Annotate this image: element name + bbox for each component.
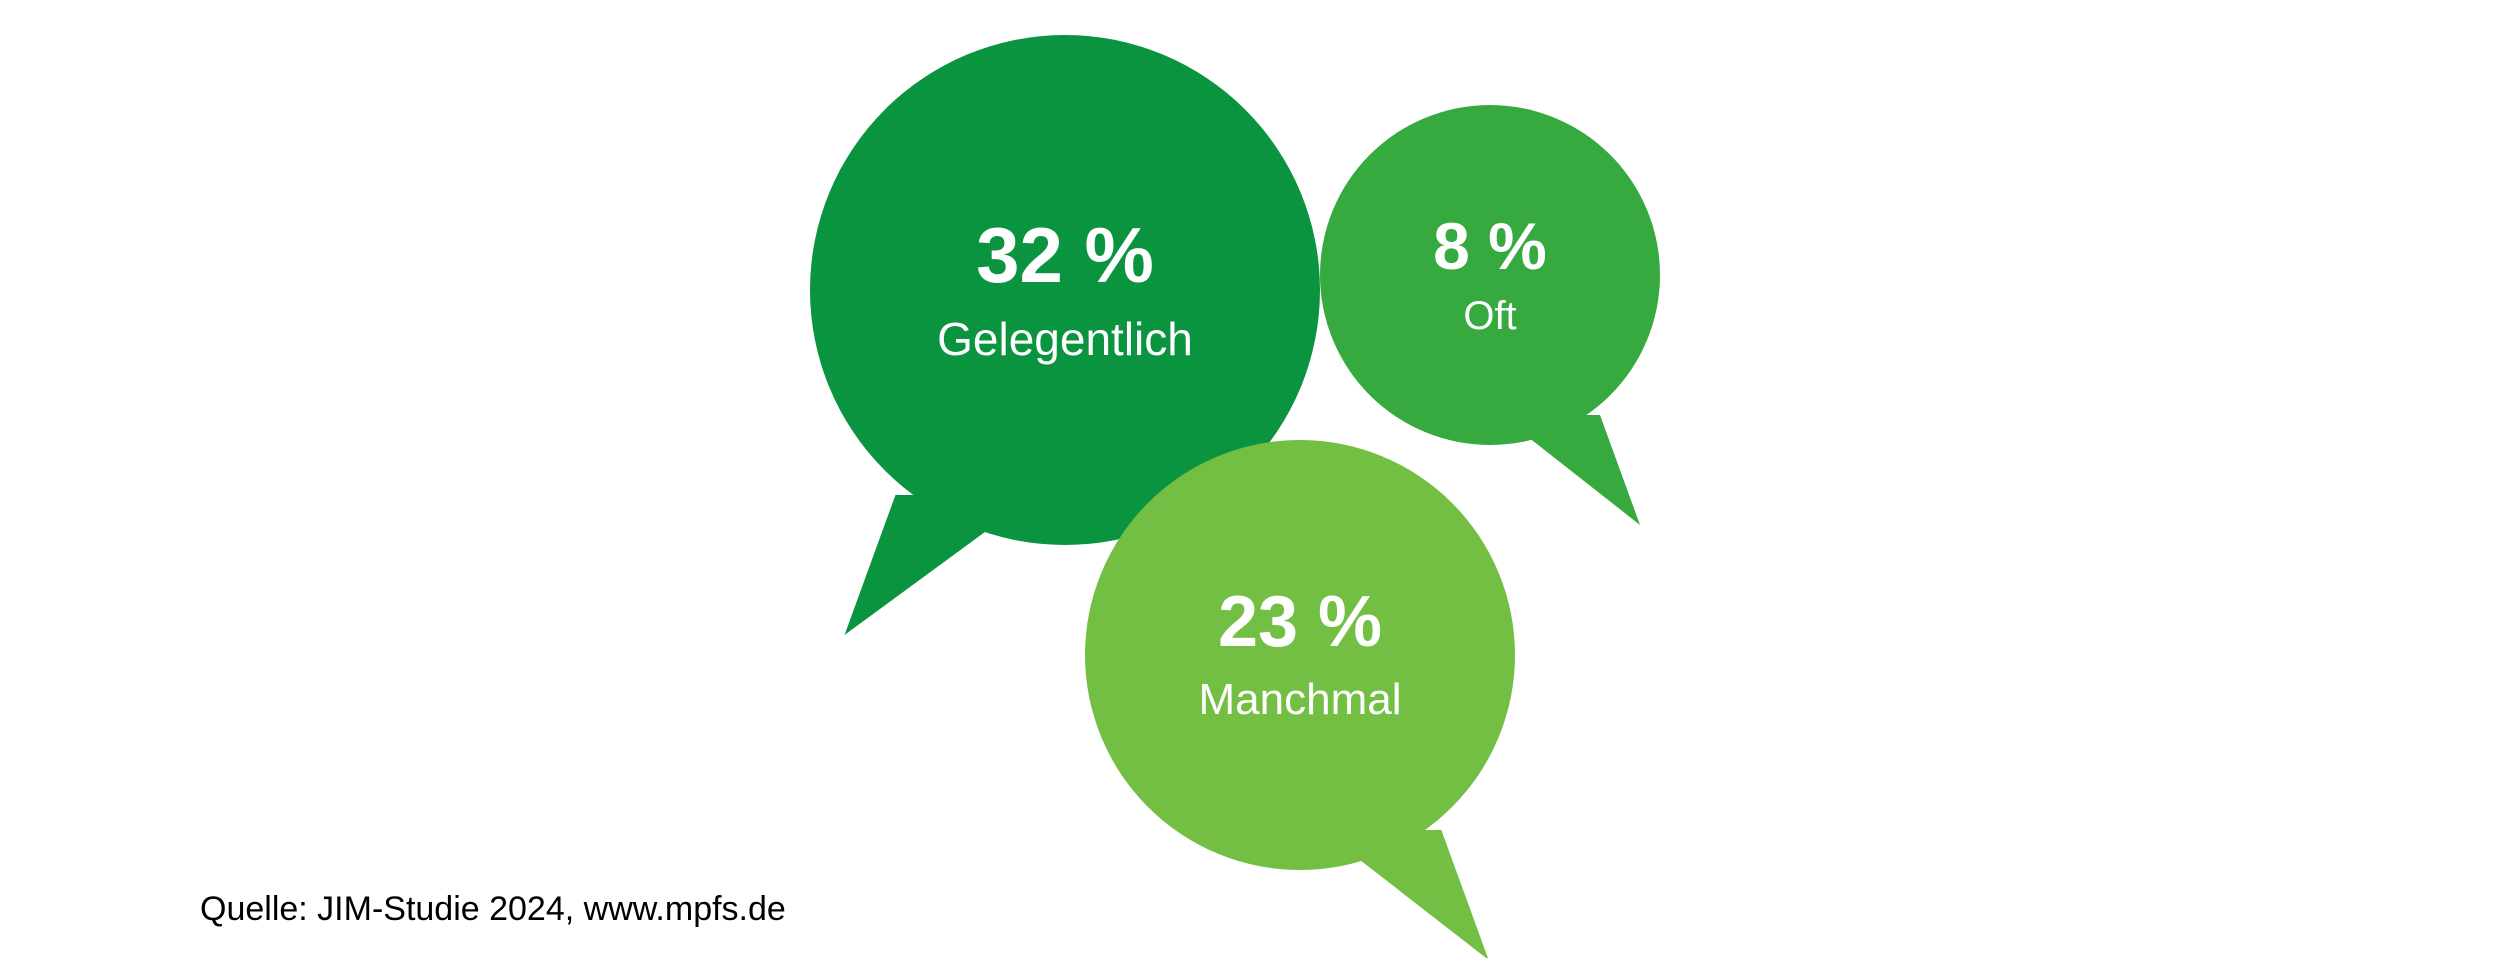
bubble-label-manchmal: Manchmal (1199, 674, 1402, 727)
bubble-circle-manchmal: 23 % Manchmal (1085, 440, 1515, 870)
speech-bubble-oft: 8 % Oft (1320, 105, 1660, 445)
bubble-circle-oft: 8 % Oft (1320, 105, 1660, 445)
bubble-label-oft: Oft (1463, 292, 1516, 340)
bubble-value-manchmal: 23 % (1218, 583, 1382, 662)
source-citation: Quelle: JIM-Studie 2024, www.mpfs.de (200, 890, 786, 929)
bubble-value-oft: 8 % (1433, 210, 1547, 283)
bubble-value-gelegentlich: 32 % (976, 213, 1154, 299)
speech-bubble-manchmal: 23 % Manchmal (1085, 440, 1515, 870)
bubble-label-gelegentlich: Gelegentlich (937, 312, 1193, 367)
